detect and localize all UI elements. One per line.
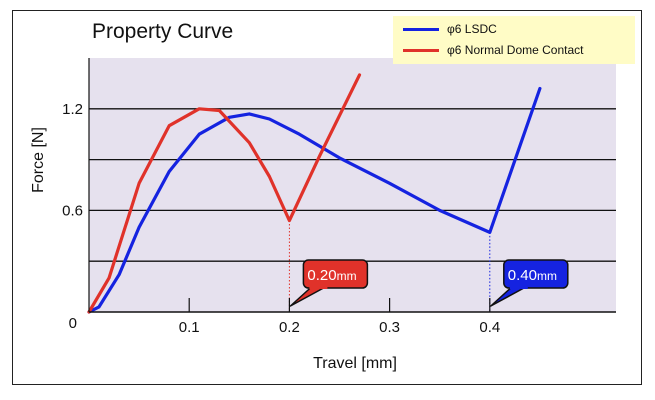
legend: φ6 LSDC φ6 Normal Dome Contact <box>393 16 635 64</box>
legend-label-lsdc: φ6 LSDC <box>447 22 497 36</box>
legend-entry-lsdc: φ6 LSDC <box>403 20 497 38</box>
series-line-normal-dome <box>87 73 362 314</box>
x-tick-label: 0.4 <box>479 319 500 336</box>
axes: 0.1 0.2 0.3 0.4 0.6 1.2 0 <box>62 58 616 336</box>
chart-title: Property Curve <box>92 20 234 43</box>
callout-label: 0.20mm <box>307 267 356 284</box>
legend-label-normal-dome: φ6 Normal Dome Contact <box>447 43 584 57</box>
x-tick-label: 0.2 <box>279 319 300 336</box>
callout-box <box>302 259 369 289</box>
y-tick-label: 1.2 <box>62 101 83 118</box>
callout-020mm: 0.20mm <box>289 259 369 307</box>
guide-lines <box>288 220 491 312</box>
callouts: 0.20mm 0.40mm <box>289 259 569 307</box>
x-axis-label: Travel [mm] <box>313 355 397 372</box>
callout-label: 0.40mm <box>508 267 557 284</box>
series-layer <box>87 73 542 314</box>
y-tick-label: 0.6 <box>62 202 83 219</box>
origin-label: 0 <box>69 315 77 332</box>
callout-040mm: 0.40mm <box>490 259 569 307</box>
series-line-lsdc <box>87 86 542 314</box>
y-axis-label: Force [N] <box>30 127 47 193</box>
callout-box <box>503 259 569 289</box>
x-tick-label: 0.3 <box>379 319 400 336</box>
callout-seam <box>309 285 328 289</box>
legend-swatch-lsdc <box>403 27 439 31</box>
legend-swatch-normal-dome <box>403 48 439 52</box>
legend-entry-normal-dome: φ6 Normal Dome Contact <box>403 41 584 59</box>
x-tick-label: 0.1 <box>179 319 200 336</box>
callout-seam <box>509 285 528 289</box>
